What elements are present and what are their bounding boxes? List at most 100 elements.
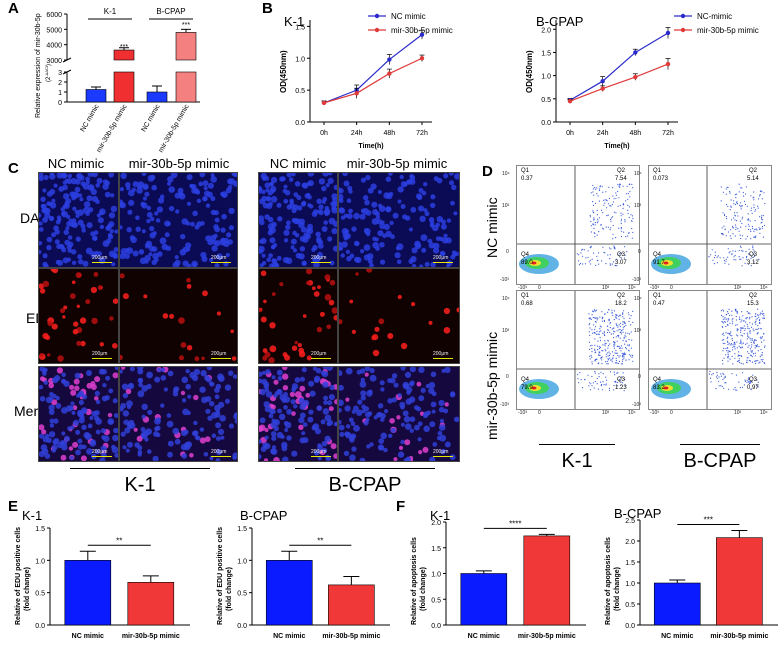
cell-nucleus [60,308,65,314]
cell-nucleus [51,448,56,453]
micro-image-dapi: 200μm [258,172,338,268]
cell-nucleus [60,378,67,384]
event-dot [727,205,729,208]
event-dot [748,344,750,346]
event-dot [740,334,742,336]
cell-nucleus [451,184,457,191]
x-tick-label: -10³ [650,410,659,416]
cell-nucleus [174,438,181,445]
cell-nucleus [357,399,363,405]
event-dot [727,256,729,258]
micro-image-edu: 200μm [38,268,119,364]
event-dot [620,345,623,347]
event-dot [625,235,627,238]
event-dot [761,337,763,339]
cell-nucleus [125,388,132,395]
cell-nucleus [329,384,335,391]
y-tick-label: 0 [506,374,509,380]
cell-nucleus [293,192,299,198]
event-dot [754,322,756,324]
event-dot [625,336,627,338]
quadrant-value: Q2 [749,168,758,174]
event-dot [740,321,742,323]
bar [523,535,571,626]
cell-nucleus [443,408,449,414]
scale-label: 200μm [433,255,449,261]
event-dot [623,317,625,320]
cell-nucleus [400,367,406,371]
cell-nucleus [156,206,163,213]
cell-nucleus [259,245,265,253]
cell-nucleus [189,371,197,379]
event-dot [620,226,622,229]
cell-nucleus [104,191,111,198]
cell-nucleus [51,399,58,406]
cell-nucleus [203,452,209,457]
event-dot [610,227,612,229]
cell-nucleus [339,246,344,251]
cell-nucleus [194,435,199,440]
event-dot [728,308,730,310]
event-dot [599,339,602,342]
cell-nucleus [210,176,217,183]
cell-nucleus [380,387,385,392]
cell-nucleus [47,320,53,327]
event-dot [756,328,758,330]
event-dot [759,216,761,218]
event-dot [618,356,620,358]
cell-nucleus [351,446,357,452]
y-tick-label: 10⁴ [634,296,642,302]
cell-nucleus [453,211,458,216]
cell-nucleus [316,326,323,333]
cell-nucleus [137,390,145,398]
event-dot [590,192,592,194]
event-dot [727,320,729,322]
event-dot [625,347,627,349]
event-dot [607,360,609,362]
cell-nucleus [60,207,66,212]
event-dot [740,355,742,357]
cell-nucleus [43,380,48,385]
cell-nucleus [400,405,405,410]
cell-nucleus [409,381,415,387]
y-axis-label-group: Relative of EDU positive cells (fold chan… [217,527,233,625]
cell-nucleus [264,427,269,433]
cell-field [339,173,459,267]
scale-line [211,456,231,457]
quadrant-value: 79.9 [521,385,533,391]
cell-nucleus [39,376,45,382]
event-dot [740,339,742,341]
event-dot [619,204,621,207]
cell-nucleus [75,236,81,242]
event-dot [629,354,631,356]
cell-nucleus [283,405,288,410]
x-tick-label: 10⁴ [628,410,636,416]
y-tick-label: -10³ [500,277,509,283]
cell-nucleus [339,384,344,391]
cell-nucleus [80,340,86,347]
flow-scatter [517,291,639,409]
event-dot [615,212,617,214]
legend-marker [374,27,380,33]
cell-nucleus [76,340,82,346]
event-dot [746,351,749,353]
series-line [323,34,423,104]
cell-nucleus [78,444,84,450]
event-dot [593,217,595,219]
event-dot [619,347,622,349]
bar [113,49,135,61]
cell-nucleus [228,207,235,215]
cell-nucleus [277,408,282,414]
cell-nucleus [179,249,187,256]
event-dot [732,346,734,348]
x-tick-label: mir-30b-5p mimic [158,103,191,154]
event-dot [757,359,759,362]
cell-nucleus [114,367,118,371]
cell-nucleus [108,420,113,425]
event-dot [742,195,745,197]
event-dot [611,309,613,311]
bar [265,560,313,626]
event-dot [594,326,597,328]
event-dot [731,219,733,221]
